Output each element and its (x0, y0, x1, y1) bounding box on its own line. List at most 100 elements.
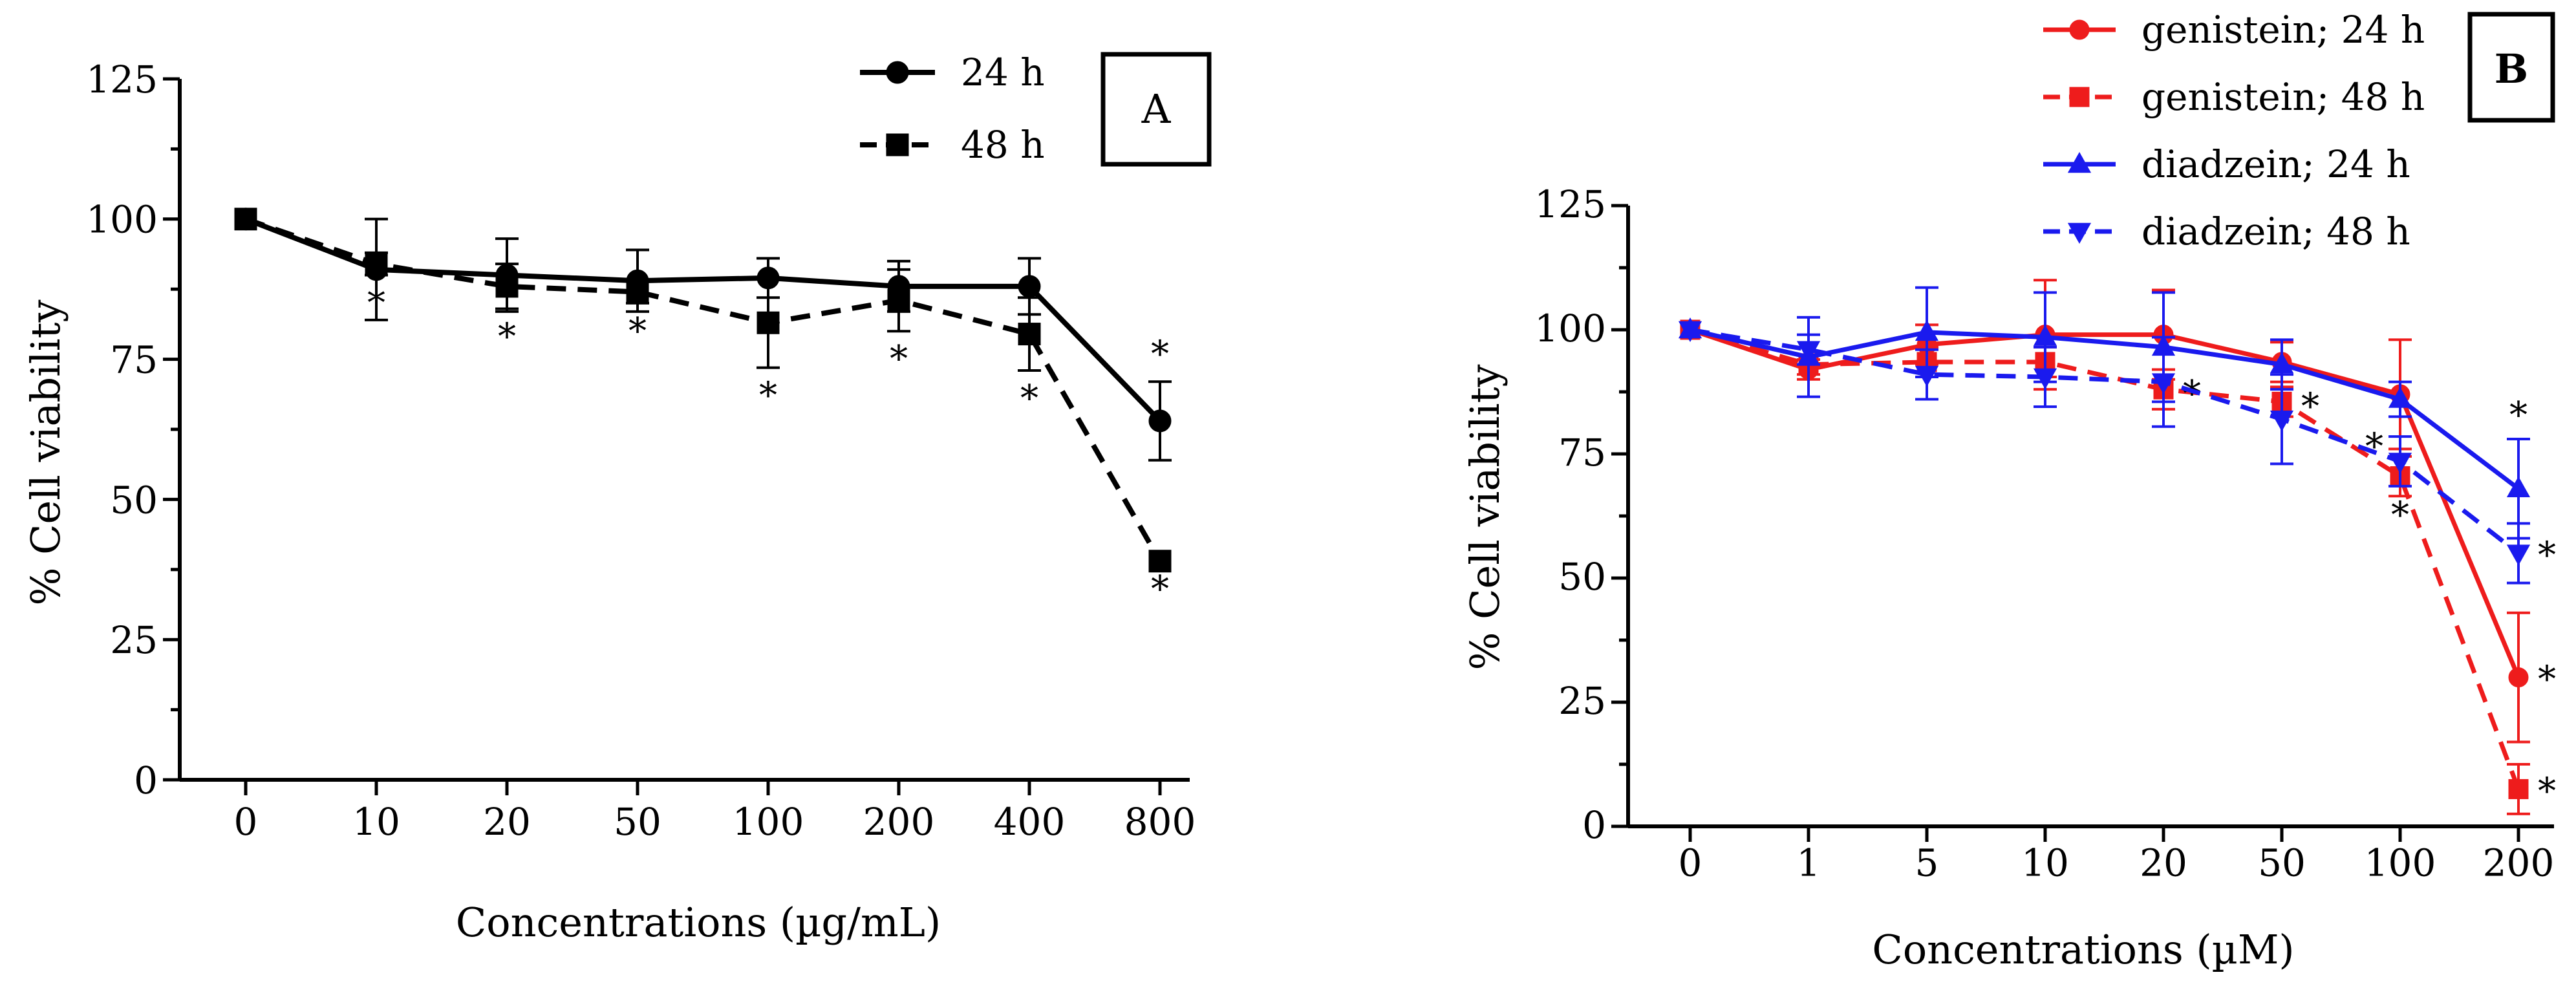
panel-a-data-point (495, 275, 519, 298)
panel-b-legend-marker (2069, 87, 2090, 107)
panel-b-series-3: ** (1678, 321, 2556, 585)
panel-a-data-point (365, 252, 388, 275)
panel-b-data-point (2033, 368, 2057, 389)
panel-b-data-point (2388, 387, 2412, 408)
panel-a-data-point (626, 281, 649, 304)
panel-b-significance-star: * (2391, 494, 2409, 536)
panel-b-y-axis-title: % Cell viability (1461, 364, 1508, 670)
panel-b-series-line (1690, 327, 2521, 790)
panel-a-legend-label: 48 h (961, 123, 1045, 167)
panel-a-data-point (234, 208, 257, 231)
panel-b-legend-label: genistein; 24 h (2141, 8, 2425, 52)
panel-b-data-point (2506, 544, 2531, 566)
panel-a-y-tick-label: 50 (110, 478, 158, 522)
panel-b-series-line (1690, 327, 2520, 555)
panel-a-label: A (1141, 85, 1172, 133)
panel-b-data-point (2151, 373, 2176, 394)
panel-a-y-tick-label: 25 (110, 618, 158, 662)
panel-b-data-point (2508, 779, 2529, 799)
panel-b-y-tick-label: 25 (1558, 679, 1606, 723)
panel-a-x-tick-label: 0 (234, 800, 258, 844)
panel-b-x-tick-label: 20 (2140, 841, 2187, 885)
panel-b-y-tick-label: 100 (1534, 306, 1606, 350)
panel-b-series-1: * *** (1680, 319, 2556, 815)
panel-a-legend: 24 h 48 h (860, 50, 1045, 167)
panel-a-data-point (1148, 409, 1172, 433)
panel-b-y-tick-label: 0 (1582, 803, 1606, 847)
panel-a-significance-star: * (367, 283, 385, 325)
panel-b-y-tick-label: 125 (1534, 182, 1606, 226)
panel-a-significance-star: * (1151, 568, 1169, 610)
panel-b-x-tick-label: 5 (1915, 841, 1939, 885)
panel-a-significance-star: * (759, 375, 777, 417)
panel-b-significance-star: * (2365, 426, 2383, 468)
panel-b-x-axis-title: Concentrations (µM) (1872, 926, 2294, 973)
panel-a-y-tick-label: 75 (110, 338, 158, 381)
panel-b-data-point (1915, 319, 1939, 341)
panel-b-x-tick-label: 100 (2365, 841, 2436, 885)
panel-b-data-point (1678, 321, 1702, 343)
panel-a-x-tick-label: 100 (733, 800, 804, 844)
panel-b-legend-label: genistein; 48 h (2141, 75, 2425, 119)
panel-b-significance-star: * (2538, 535, 2556, 577)
panel-b-label: B (2495, 45, 2528, 92)
panel-b-legend-label: diadzein; 24 h (2141, 142, 2410, 186)
panel-b-significance-star: * (2301, 385, 2319, 427)
panel-a-x-tick-label: 20 (483, 800, 531, 844)
panel-a-x-tick-label: 50 (614, 800, 661, 844)
panel-b-data-point (2270, 352, 2294, 374)
panel-b: % Cell viability Concentrations (µM) B 0… (1461, 8, 2556, 973)
panel-a-significance-star: * (1020, 378, 1038, 420)
panel-a-x-tick-label: 10 (352, 800, 400, 844)
panel-b-legend-marker (2067, 151, 2092, 173)
panel-a-data-point (887, 289, 910, 312)
panel-a-significance-star: * (498, 316, 516, 358)
panel-b-data-point (1796, 341, 1821, 362)
panel-a-x-axis-title: Concentrations (µg/mL) (456, 899, 941, 946)
panel-a-y-axis-title: % Cell viability (22, 299, 69, 605)
panel-b-significance-star: * (2509, 394, 2528, 436)
panel-b-x-tick-label: 50 (2258, 841, 2306, 885)
panel-a-data-point (1148, 550, 1172, 573)
panel-b-x-tick-label: 1 (1797, 841, 1821, 885)
panel-a-significance-star: * (628, 310, 647, 352)
panel-b-data-point (2508, 667, 2529, 688)
panel-a-data-point (1018, 323, 1041, 346)
panel-b-x-tick-label: 0 (1679, 841, 1702, 885)
panel-a-legend-marker (886, 61, 909, 84)
panel-b-data-point (2270, 410, 2294, 432)
panel-b-series-line (1690, 327, 2520, 491)
panel-b-data-point (2388, 453, 2412, 474)
panel-a-y-tick-label: 125 (86, 58, 158, 102)
panel-a-x-tick-label: 200 (863, 800, 935, 844)
panel-b-label-box (2467, 12, 2555, 123)
panel-a-legend-marker (886, 133, 909, 156)
panel-a-data-point (757, 311, 780, 334)
panel-b-x-tick-label: 10 (2021, 841, 2069, 885)
panel-a-y-tick-label: 0 (134, 758, 158, 802)
panel-a-series-1: * * * * * * * (234, 208, 1172, 610)
panel-b-legend-marker (2069, 19, 2090, 40)
panel-b-x-tick-label: 200 (2483, 841, 2555, 885)
panel-a-significance-star: * (1151, 333, 1169, 375)
panel-a-series-line (244, 217, 1163, 563)
panel-b-legend-label: diadzein; 48 h (2141, 209, 2410, 253)
panel-a-x-tick-label: 800 (1124, 800, 1196, 844)
panel-b-data-point (2033, 325, 2057, 346)
panel-b-legend: genistein; 24 h genistein; 48 h diadzein; … (2043, 8, 2425, 253)
panel-b-legend-marker (2067, 222, 2092, 244)
panel-a-legend-label: 24 h (961, 50, 1045, 94)
panel-b-y-tick-label: 75 (1558, 431, 1606, 475)
panel-b-significance-star: * (2538, 659, 2556, 701)
panel-a-x-tick-label: 400 (994, 800, 1066, 844)
panel-b-data-point (1915, 365, 1939, 387)
panel-a-label-box (1100, 52, 1212, 167)
panel-a-data-point (1018, 275, 1041, 298)
panel-b-data-point (2506, 476, 2531, 498)
panel-a-series-line (244, 217, 1162, 423)
panel-b-y-tick-label: 50 (1558, 555, 1606, 599)
panel-a-significance-star: * (890, 338, 908, 380)
panel-a: % Cell viability Concentrations (µg/mL) … (22, 50, 1212, 946)
panel-b-significance-star: * (2538, 770, 2556, 812)
